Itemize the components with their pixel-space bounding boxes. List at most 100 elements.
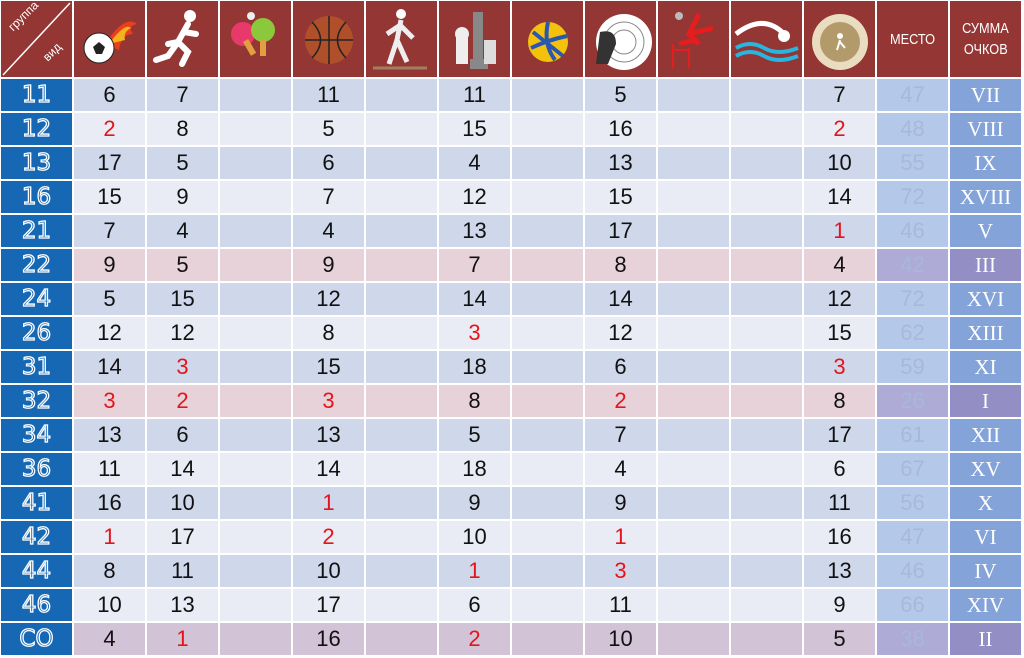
score-cell-running: 3 <box>147 351 218 383</box>
place-cell: I <box>950 385 1021 417</box>
table-row: 32 3 2 3 8 2 8 26 I <box>1 385 1021 417</box>
header-row: группа вид МЕСТО СУММА ОЧКОВ <box>1 1 1021 77</box>
score-cell-volleyball <box>512 317 583 349</box>
score-cell-swimming <box>731 487 802 519</box>
score-cell-swimming <box>731 113 802 145</box>
score-cell-basketball: 6 <box>293 147 364 179</box>
sport-header-running <box>147 1 218 77</box>
group-cell: 44 <box>1 555 72 587</box>
score-cell-chess: 1 <box>439 555 510 587</box>
table-row: 44 8 11 10 1 3 13 46 IV <box>1 555 1021 587</box>
sum-cell: 72 <box>877 283 948 315</box>
score-cell-basketball: 16 <box>293 623 364 655</box>
score-cell-running: 11 <box>147 555 218 587</box>
score-cell-hurdles <box>658 249 729 281</box>
score-cell-basketball: 14 <box>293 453 364 485</box>
score-cell-chess: 6 <box>439 589 510 621</box>
score-cell-football: 7 <box>74 215 145 247</box>
score-cell-football: 12 <box>74 317 145 349</box>
score-cell-hurdles <box>658 589 729 621</box>
score-cell-volleyball <box>512 521 583 553</box>
diagonal-divider <box>2 2 71 76</box>
score-cell-table-tennis <box>220 317 291 349</box>
score-cell-table-tennis <box>220 147 291 179</box>
score-cell-hurdles <box>658 113 729 145</box>
score-cell-running: 9 <box>147 181 218 213</box>
score-cell-volleyball <box>512 79 583 111</box>
sum-cell: 47 <box>877 79 948 111</box>
score-cell-table-tennis <box>220 453 291 485</box>
score-cell-football: 6 <box>74 79 145 111</box>
table-row: 46 10 13 17 6 11 9 66 XIV <box>1 589 1021 621</box>
score-cell-hurdles <box>658 283 729 315</box>
score-cell-table-tennis <box>220 79 291 111</box>
score-cell-running: 10 <box>147 487 218 519</box>
score-cell-gto-badge: 2 <box>804 113 875 145</box>
score-cell-football: 14 <box>74 351 145 383</box>
score-cell-volleyball <box>512 453 583 485</box>
score-cell-skiing <box>366 555 437 587</box>
sport-header-volleyball <box>512 1 583 77</box>
score-cell-football: 3 <box>74 385 145 417</box>
sum-cell: 67 <box>877 453 948 485</box>
score-cell-chess: 3 <box>439 317 510 349</box>
score-cell-gto-badge: 4 <box>804 249 875 281</box>
place-cell: X <box>950 487 1021 519</box>
sum-cell: 56 <box>877 487 948 519</box>
score-cell-shooting: 14 <box>585 283 656 315</box>
score-cell-basketball: 3 <box>293 385 364 417</box>
score-cell-volleyball <box>512 589 583 621</box>
score-cell-shooting: 9 <box>585 487 656 519</box>
score-cell-swimming <box>731 385 802 417</box>
hurdles-icon <box>671 12 714 68</box>
place-cell: XVI <box>950 283 1021 315</box>
sum-cell: 47 <box>877 521 948 553</box>
group-cell: 13 <box>1 147 72 179</box>
score-cell-running: 6 <box>147 419 218 451</box>
score-cell-football: 15 <box>74 181 145 213</box>
score-cell-football: 11 <box>74 453 145 485</box>
table-row: 41 16 10 1 9 9 11 56 X <box>1 487 1021 519</box>
score-cell-swimming <box>731 283 802 315</box>
sum-cell: 66 <box>877 589 948 621</box>
score-cell-gto-badge: 12 <box>804 283 875 315</box>
score-cell-volleyball <box>512 555 583 587</box>
score-cell-chess: 15 <box>439 113 510 145</box>
score-cell-volleyball <box>512 215 583 247</box>
score-cell-gto-badge: 16 <box>804 521 875 553</box>
group-cell: 24 <box>1 283 72 315</box>
score-cell-hurdles <box>658 181 729 213</box>
score-cell-hurdles <box>658 79 729 111</box>
score-cell-running: 14 <box>147 453 218 485</box>
score-cell-running: 17 <box>147 521 218 553</box>
score-cell-hurdles <box>658 453 729 485</box>
score-cell-gto-badge: 11 <box>804 487 875 519</box>
table-row: 36 11 14 14 18 4 6 67 XV <box>1 453 1021 485</box>
score-cell-shooting: 4 <box>585 453 656 485</box>
sum-cell: 48 <box>877 113 948 145</box>
table-row: 21 7 4 4 13 17 1 46 V <box>1 215 1021 247</box>
score-cell-basketball: 1 <box>293 487 364 519</box>
chess-icon <box>454 12 496 69</box>
score-cell-skiing <box>366 521 437 553</box>
gto-badge-icon <box>811 14 868 70</box>
score-cell-running: 15 <box>147 283 218 315</box>
score-cell-basketball: 2 <box>293 521 364 553</box>
score-cell-skiing <box>366 79 437 111</box>
score-cell-hurdles <box>658 351 729 383</box>
score-cell-football: 17 <box>74 147 145 179</box>
score-cell-swimming <box>731 521 802 553</box>
group-cell: 22 <box>1 249 72 281</box>
score-cell-table-tennis <box>220 521 291 553</box>
score-cell-gto-badge: 3 <box>804 351 875 383</box>
score-cell-swimming <box>731 249 802 281</box>
score-cell-hurdles <box>658 487 729 519</box>
place-cell: XI <box>950 351 1021 383</box>
score-cell-table-tennis <box>220 249 291 281</box>
group-cell: 21 <box>1 215 72 247</box>
place-cell: XV <box>950 453 1021 485</box>
score-cell-swimming <box>731 147 802 179</box>
score-cell-football: 16 <box>74 487 145 519</box>
score-cell-volleyball <box>512 623 583 655</box>
score-cell-skiing <box>366 317 437 349</box>
